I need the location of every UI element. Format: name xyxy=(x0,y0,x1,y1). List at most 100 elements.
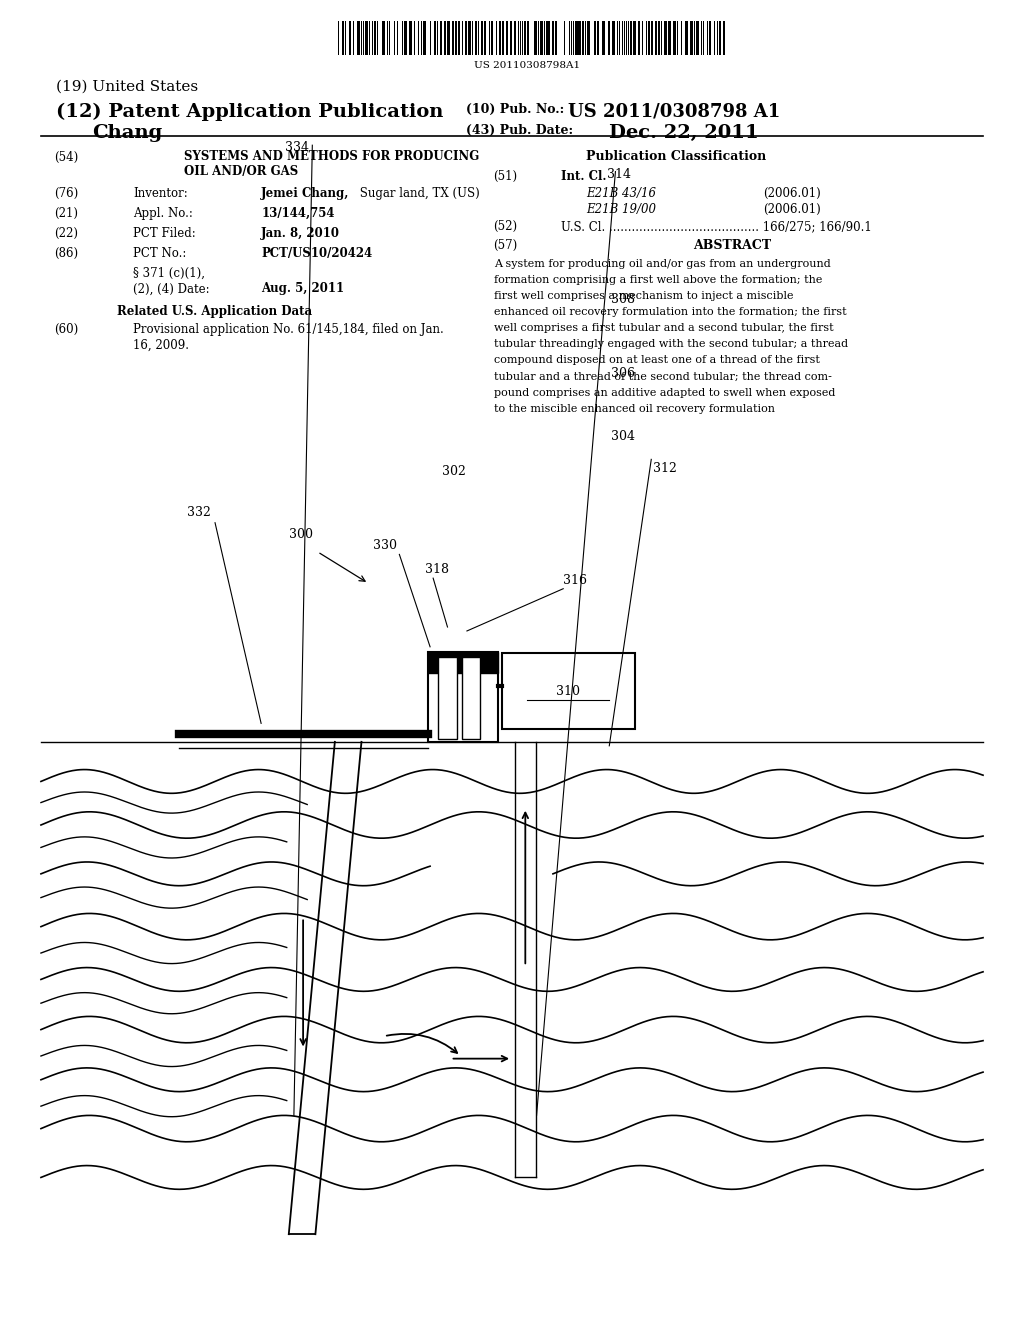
Text: (2), (4) Date:: (2), (4) Date: xyxy=(133,282,210,296)
Bar xyxy=(573,21,574,55)
Bar xyxy=(546,21,549,55)
Text: US 20110308798A1: US 20110308798A1 xyxy=(474,61,581,70)
Text: 304: 304 xyxy=(611,430,635,444)
Text: Inventor:: Inventor: xyxy=(133,187,187,201)
Text: Sugar land, TX (US): Sugar land, TX (US) xyxy=(356,187,480,201)
Text: (19) United States: (19) United States xyxy=(56,79,199,94)
Text: 310: 310 xyxy=(556,685,581,697)
Bar xyxy=(631,21,632,55)
Text: 332: 332 xyxy=(187,506,211,519)
Text: PCT Filed:: PCT Filed: xyxy=(133,227,196,240)
Text: tubular and a thread of the second tubular; the thread com-: tubular and a thread of the second tubul… xyxy=(494,371,831,381)
Text: (54): (54) xyxy=(54,150,79,164)
Bar xyxy=(582,21,585,55)
Bar xyxy=(502,653,635,729)
Text: 312: 312 xyxy=(653,462,677,475)
Bar xyxy=(468,21,470,55)
Bar xyxy=(594,21,596,55)
Text: (22): (22) xyxy=(54,227,78,240)
Bar xyxy=(382,21,385,55)
Text: 16, 2009.: 16, 2009. xyxy=(133,339,189,352)
Bar xyxy=(633,21,635,55)
Bar xyxy=(428,652,498,742)
Bar xyxy=(462,657,480,739)
Text: 308: 308 xyxy=(611,293,635,306)
Bar xyxy=(714,21,715,55)
Bar xyxy=(552,21,554,55)
Bar xyxy=(612,21,614,55)
Text: US 2011/0308798 A1: US 2011/0308798 A1 xyxy=(568,103,780,121)
Text: (21): (21) xyxy=(54,207,78,220)
Bar xyxy=(444,21,446,55)
Text: compound disposed on at least one of a thread of the first: compound disposed on at least one of a t… xyxy=(494,355,819,366)
Bar xyxy=(449,21,451,55)
Text: E21B 19/00: E21B 19/00 xyxy=(586,203,655,216)
Text: A system for producing oil and/or gas from an underground: A system for producing oil and/or gas fr… xyxy=(494,259,830,269)
Bar xyxy=(723,21,725,55)
Text: Dec. 22, 2011: Dec. 22, 2011 xyxy=(609,124,759,143)
Bar xyxy=(527,21,528,55)
Bar xyxy=(719,21,721,55)
Bar xyxy=(602,21,605,55)
Bar xyxy=(696,21,699,55)
Text: Publication Classification: Publication Classification xyxy=(586,150,766,164)
Text: (2006.01): (2006.01) xyxy=(763,203,820,216)
Text: 330: 330 xyxy=(374,539,397,552)
Bar xyxy=(465,21,467,55)
Text: PCT/US10/20424: PCT/US10/20424 xyxy=(261,247,373,260)
Text: 318: 318 xyxy=(425,562,449,576)
Text: Provisional application No. 61/145,184, filed on Jan.: Provisional application No. 61/145,184, … xyxy=(133,323,443,337)
Text: OIL AND/OR GAS: OIL AND/OR GAS xyxy=(184,165,299,178)
Bar xyxy=(428,652,498,673)
Text: tubular threadingly engaged with the second tubular; a thread: tubular threadingly engaged with the sec… xyxy=(494,339,848,350)
Bar xyxy=(389,21,390,55)
Bar xyxy=(377,21,378,55)
Bar xyxy=(597,21,599,55)
Text: 334: 334 xyxy=(285,141,309,154)
Text: Int. Cl.: Int. Cl. xyxy=(561,170,606,183)
Bar xyxy=(362,21,365,55)
Bar xyxy=(608,21,610,55)
Bar xyxy=(700,21,702,55)
Bar xyxy=(580,21,581,55)
Bar xyxy=(472,21,473,55)
Bar xyxy=(423,21,425,55)
Bar xyxy=(349,21,351,55)
Text: well comprises a first tubular and a second tubular, the first: well comprises a first tubular and a sec… xyxy=(494,323,834,333)
Text: enhanced oil recovery formulation into the formation; the first: enhanced oil recovery formulation into t… xyxy=(494,308,846,317)
Text: Aug. 5, 2011: Aug. 5, 2011 xyxy=(261,282,344,296)
Bar xyxy=(654,21,656,55)
Bar xyxy=(668,21,671,55)
Bar xyxy=(409,21,412,55)
Text: 302: 302 xyxy=(442,465,466,478)
Text: (43) Pub. Date:: (43) Pub. Date: xyxy=(466,124,573,137)
Text: Related U.S. Application Data: Related U.S. Application Data xyxy=(118,305,312,318)
Bar xyxy=(542,21,543,55)
Text: PCT No.:: PCT No.: xyxy=(133,247,186,260)
Bar xyxy=(459,21,461,55)
Bar xyxy=(342,21,344,55)
Text: Jan. 8, 2010: Jan. 8, 2010 xyxy=(261,227,340,240)
Bar xyxy=(484,21,485,55)
Bar xyxy=(674,21,676,55)
Bar xyxy=(616,21,618,55)
Text: 300: 300 xyxy=(289,528,312,541)
Text: (52): (52) xyxy=(494,220,518,234)
Text: pound comprises an additive adapted to swell when exposed: pound comprises an additive adapted to s… xyxy=(494,388,835,397)
Bar xyxy=(710,21,712,55)
Text: SYSTEMS AND METHODS FOR PRODUCING: SYSTEMS AND METHODS FOR PRODUCING xyxy=(184,150,479,164)
Text: (86): (86) xyxy=(54,247,79,260)
Bar xyxy=(587,21,590,55)
Bar xyxy=(538,21,540,55)
Bar xyxy=(628,21,629,55)
Text: 314: 314 xyxy=(607,168,631,181)
Bar xyxy=(563,21,565,55)
Bar xyxy=(403,21,407,55)
Text: 306: 306 xyxy=(611,367,635,380)
Bar xyxy=(369,21,370,55)
Bar xyxy=(555,21,556,55)
Text: (57): (57) xyxy=(494,239,518,252)
Bar xyxy=(502,21,504,55)
Text: E21B 43/16: E21B 43/16 xyxy=(586,187,655,201)
Bar xyxy=(356,21,358,55)
